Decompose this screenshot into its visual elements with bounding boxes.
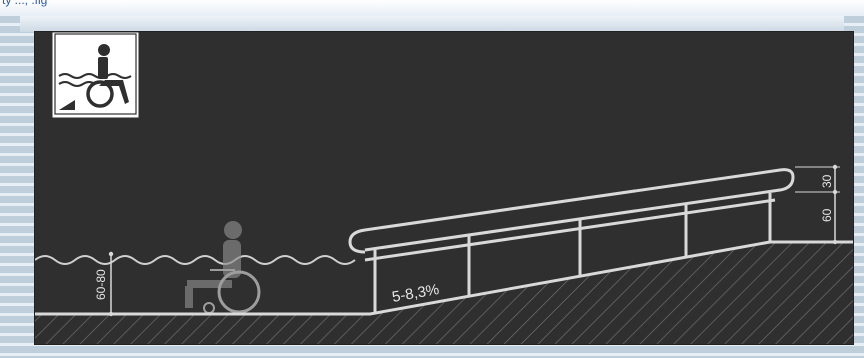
depth-label: 60-80 (94, 269, 108, 300)
wheelchair-user-figure (185, 221, 261, 314)
ground-hatch (35, 242, 853, 344)
handrail-upper (348, 168, 795, 254)
top-caption: ty ..., .fig (2, 0, 48, 7)
rail-top-label: 30 (820, 174, 834, 188)
dim-tick (832, 239, 838, 245)
ramp-diagram: 5-8,3% 60-80 30 60 (34, 31, 853, 344)
inner-top-band (20, 16, 844, 32)
dim-tick (108, 311, 114, 317)
water-line (34, 255, 356, 265)
top-band (0, 0, 864, 16)
ramp-diagram-panel: 5-8,3% 60-80 30 60 (34, 31, 854, 345)
ground-line (35, 240, 853, 316)
handrail-lower (364, 198, 776, 262)
wheelchair-water-access-icon (51, 31, 140, 119)
rail-height-label: 60 (820, 208, 834, 222)
dim-tick (108, 251, 114, 257)
